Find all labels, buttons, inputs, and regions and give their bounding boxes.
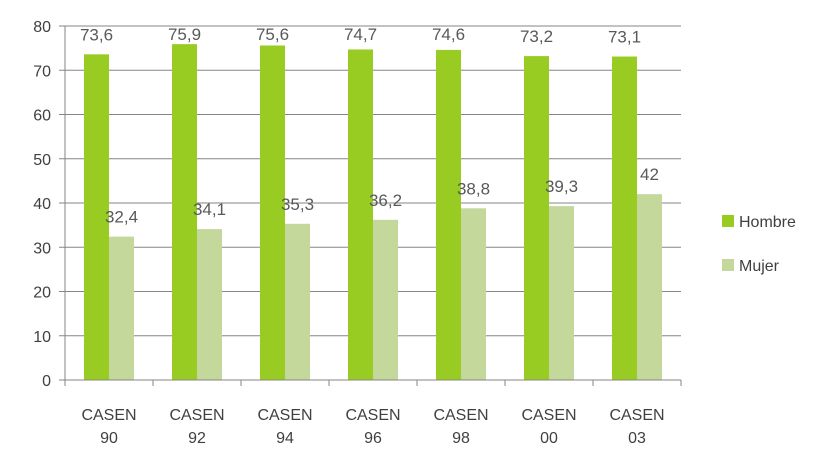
bar-mujer [197,229,222,380]
data-labels: 73,6 75,9 75,6 74,7 74,6 73,2 73,1 32,4 34,1 35,3… [80,25,659,227]
y-tick-label: 0 [42,373,51,390]
x-tick-label: CASEN [521,407,576,424]
y-tick-labels: 0 10 20 30 40 50 60 70 80 [33,19,51,390]
data-label-hombre: 74,6 [432,25,465,44]
y-tick-label: 30 [33,240,51,257]
x-tick-label: 98 [452,430,470,447]
bar-mujer [637,194,662,380]
legend-swatch-hombre [722,215,734,227]
bar-hombre [612,56,637,380]
x-tick-label: 00 [540,430,558,447]
data-label-mujer: 35,3 [281,195,314,214]
x-tick-label: CASEN [169,407,224,424]
bar-hombre [84,54,109,380]
x-tick-label: CASEN [257,407,312,424]
data-label-mujer: 39,3 [545,177,578,196]
bar-hombre [524,56,549,381]
y-tick-label: 70 [33,63,51,80]
x-tick-label: CASEN [433,407,488,424]
x-tick-label: CASEN [81,407,136,424]
bar-hombre [436,49,461,381]
axis-ticks [59,25,682,386]
data-label-hombre: 75,9 [168,25,201,44]
legend-swatch-mujer [722,259,734,271]
bar-hombre [172,44,197,381]
bar-hombre [260,45,285,380]
data-label-mujer: 34,1 [193,200,226,219]
data-label-hombre: 75,6 [256,25,289,44]
bar-mujer [109,236,134,380]
data-label-mujer: 36,2 [369,191,402,210]
y-tick-label: 50 [33,152,51,169]
x-tick-labels: CASEN 90 CASEN 92 CASEN 94 CASEN 96 CASEN 98 CASEN… [81,407,664,447]
data-label-hombre: 73,6 [80,25,113,44]
legend: Hombre Mujer [722,214,796,275]
x-tick-label: 90 [100,430,118,447]
x-tick-label: CASEN [345,407,400,424]
bars [84,44,662,381]
bar-mujer [549,206,574,380]
data-label-mujer: 42 [640,165,659,184]
data-label-hombre: 74,7 [344,25,377,44]
y-tick-label: 60 [33,108,51,125]
x-tick-label: 03 [628,430,646,447]
y-tick-label: 40 [33,196,51,213]
x-tick-label: 92 [188,430,206,447]
y-tick-label: 20 [33,285,51,302]
bar-mujer [373,219,398,380]
legend-label-mujer: Mujer [739,258,780,275]
data-label-hombre: 73,1 [608,28,641,47]
data-label-mujer: 32,4 [105,208,138,227]
data-label-hombre: 73,2 [520,27,553,46]
y-tick-label: 10 [33,329,51,346]
x-tick-label: 94 [276,430,294,447]
x-tick-label: 96 [364,430,382,447]
legend-label-hombre: Hombre [739,214,796,231]
x-tick-label: CASEN [609,407,664,424]
data-label-mujer: 38,8 [457,179,490,198]
bar-hombre [348,49,373,380]
bar-mujer [285,223,310,380]
bar-mujer [461,208,486,380]
y-tick-label: 80 [33,19,51,36]
